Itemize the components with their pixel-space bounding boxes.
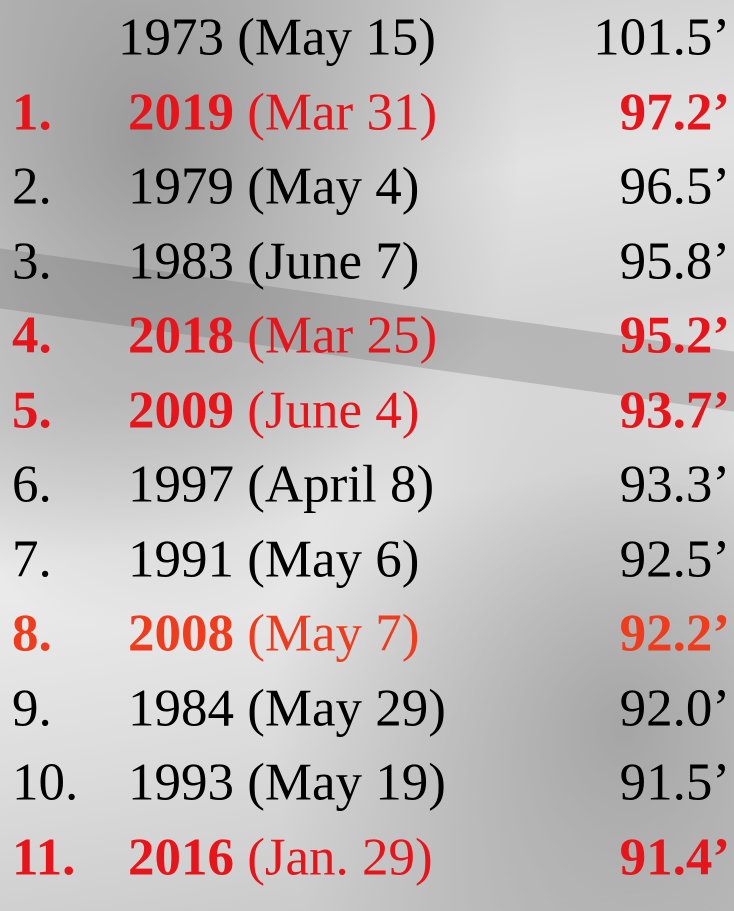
year: 2018 — [128, 307, 234, 365]
date: (May 15) — [237, 9, 436, 67]
crest: 93.7’ — [620, 384, 730, 437]
date: (June 7) — [247, 232, 419, 290]
crest: 92.5’ — [620, 533, 730, 586]
event: 1991 (May 6) — [128, 533, 419, 586]
event: 1973 (May 15) — [118, 12, 436, 65]
rank: 2. — [12, 161, 52, 214]
rank: 9. — [12, 682, 52, 735]
rank: 5. — [12, 384, 52, 437]
rank: 1. — [12, 86, 52, 139]
event: 2008 (May 7) — [128, 608, 419, 661]
date: (May 7) — [247, 605, 419, 663]
year: 2019 — [128, 83, 234, 141]
crest: 91.5’ — [620, 757, 730, 810]
year: 1991 — [128, 530, 234, 588]
year: 1979 — [128, 158, 234, 216]
year: 1997 — [128, 456, 234, 514]
rank: 3. — [12, 235, 52, 288]
crest: 92.2’ — [620, 608, 730, 661]
year: 1983 — [128, 232, 234, 290]
slide: 1973 (May 15) 101.5’ 1. 2019 (Mar 31) 97.2’ 2… — [0, 0, 734, 911]
rank: 8. — [12, 608, 52, 661]
crest: 95.2’ — [620, 310, 730, 363]
year: 1984 — [128, 679, 234, 737]
event: 1984 (May 29) — [128, 682, 446, 735]
year: 2008 — [128, 605, 234, 663]
crest: 96.5’ — [620, 161, 730, 214]
event: 2018 (Mar 25) — [128, 310, 437, 363]
date: (May 6) — [247, 530, 419, 588]
crest: 92.0’ — [620, 682, 730, 735]
date: (May 29) — [247, 679, 446, 737]
event: 2016 (Jan. 29) — [128, 831, 433, 884]
event: 2019 (Mar 31) — [128, 86, 437, 139]
event: 2009 (June 4) — [128, 384, 419, 437]
rank: 11. — [12, 831, 75, 884]
rank: 4. — [12, 310, 52, 363]
event: 1983 (June 7) — [128, 235, 419, 288]
crest: 101.5’ — [593, 12, 730, 65]
year: 2009 — [128, 381, 234, 439]
date: (Jan. 29) — [247, 828, 432, 886]
date: (May 19) — [247, 754, 446, 812]
date: (June 4) — [247, 381, 419, 439]
date: (May 4) — [247, 158, 419, 216]
crest: 93.3’ — [620, 459, 730, 512]
crest: 97.2’ — [620, 86, 730, 139]
year: 1973 — [118, 9, 224, 67]
event: 1997 (April 8) — [128, 459, 434, 512]
year: 2016 — [128, 828, 234, 886]
date: (Mar 25) — [247, 307, 437, 365]
crest: 95.8’ — [620, 235, 730, 288]
crest: 91.4’ — [620, 831, 730, 884]
rank: 10. — [12, 757, 78, 810]
rank: 6. — [12, 459, 52, 512]
date: (Mar 31) — [247, 83, 437, 141]
rank: 7. — [12, 533, 52, 586]
event: 1993 (May 19) — [128, 757, 446, 810]
year: 1993 — [128, 754, 234, 812]
event: 1979 (May 4) — [128, 161, 419, 214]
date: (April 8) — [247, 456, 434, 514]
